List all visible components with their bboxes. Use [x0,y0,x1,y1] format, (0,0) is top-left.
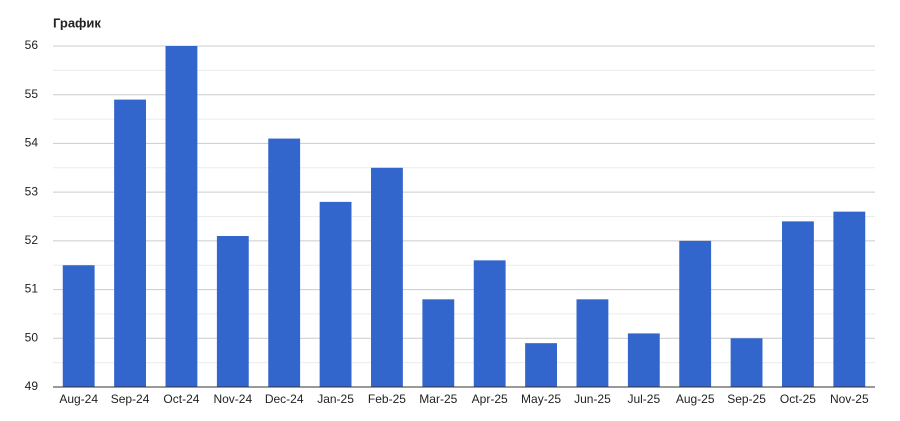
bar [730,338,763,387]
x-tick-label: Feb-25 [368,392,406,406]
bar [268,138,301,387]
y-tick-label: 50 [25,330,39,344]
bar [319,201,352,387]
x-tick-label: Jan-25 [317,392,354,406]
x-tick-label: Dec-24 [265,392,304,406]
x-tick-label: Jul-25 [627,392,660,406]
y-tick-label: 56 [25,38,39,52]
bar [165,46,198,387]
x-tick-label: Oct-25 [780,392,816,406]
bar [422,299,455,387]
bar [833,211,866,387]
bar [782,221,814,387]
x-tick-label: Apr-25 [472,392,508,406]
x-tick-label: Nov-24 [213,392,252,406]
y-tick-label: 49 [25,379,39,393]
bar [216,235,249,387]
x-tick-label: Sep-25 [727,392,766,406]
bar [576,299,609,387]
y-tick-label: 54 [25,136,39,150]
x-tick-label: Aug-25 [676,392,715,406]
y-tick-label: 53 [25,184,39,198]
bar [627,333,660,387]
chart-title: График [53,15,101,30]
x-tick-label: Sep-24 [111,392,150,406]
bar [525,343,557,387]
x-tick-label: Aug-24 [59,392,98,406]
x-tick-label: Oct-24 [163,392,199,406]
x-tick-label: Nov-25 [830,392,869,406]
bar [62,265,95,387]
x-tick-label: Mar-25 [419,392,457,406]
bar [679,240,712,387]
x-tick-label: May-25 [521,392,561,406]
bar [473,260,506,387]
bar [371,167,403,387]
y-tick-label: 52 [25,233,39,247]
y-tick-label: 55 [25,87,39,101]
bar [114,99,146,387]
y-tick-label: 51 [25,282,39,296]
x-tick-label: Jun-25 [574,392,611,406]
